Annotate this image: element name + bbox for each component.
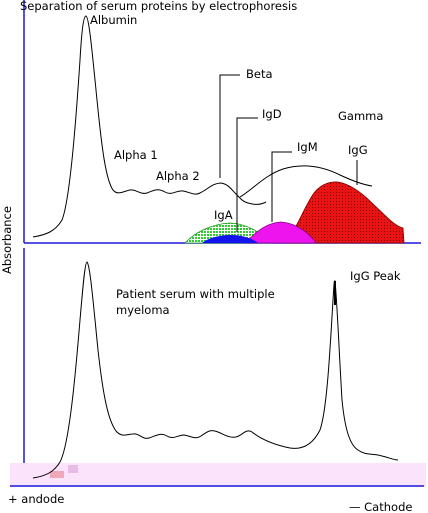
igm-leader-line xyxy=(271,151,292,222)
beta-label: Beta xyxy=(246,67,273,81)
patient-serum-curve xyxy=(32,261,399,479)
gamma-envelope-curve xyxy=(239,165,373,198)
igg-band xyxy=(284,181,405,244)
y-axis-label: Absorbance xyxy=(0,206,14,274)
beta-leader-line xyxy=(219,74,240,178)
anode-label: + andode xyxy=(8,492,64,506)
gel-sample-spot xyxy=(50,471,64,478)
gel-sample-dots xyxy=(68,465,78,473)
patient-serum-label-line1: Patient serum with multiple xyxy=(116,287,275,301)
igd-band xyxy=(202,235,258,243)
igd-leader-line xyxy=(236,117,258,232)
gel-strip xyxy=(10,463,426,487)
albumin-label: Albumin xyxy=(90,13,137,27)
igg-peak-label: IgG Peak xyxy=(350,269,401,283)
alpha1-label: Alpha 1 xyxy=(114,148,158,162)
igg-label: IgG xyxy=(348,143,368,157)
iga-label: IgA xyxy=(214,208,233,222)
diagram-title: Separation of serum proteins by electrop… xyxy=(20,0,297,13)
patient-serum-label-line2: myeloma xyxy=(116,303,170,317)
gamma-label: Gamma xyxy=(338,109,383,123)
igm-label: IgM xyxy=(297,140,318,154)
cathode-label: — Cathode xyxy=(349,500,412,513)
alpha2-label: Alpha 2 xyxy=(156,169,200,183)
igd-label: IgD xyxy=(262,107,282,121)
normal-serum-curve xyxy=(32,15,267,238)
igm-band xyxy=(245,221,317,244)
